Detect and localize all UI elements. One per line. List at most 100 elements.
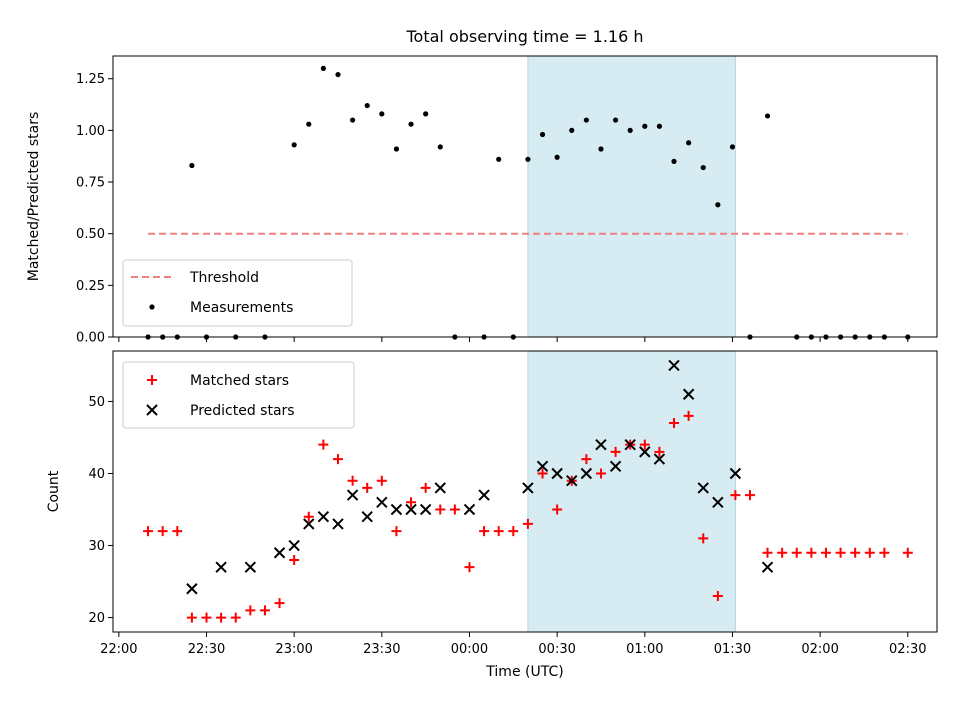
y-tick-label: 50: [88, 395, 105, 410]
measurement-point: [700, 164, 706, 171]
matched-stars-point: [791, 547, 802, 558]
x-tick-label: 02:00: [801, 642, 838, 657]
matched-stars-point: [362, 482, 373, 493]
plot-frame: [112, 350, 938, 633]
predicted-stars-point: [609, 460, 622, 472]
measurement-point: [554, 154, 560, 160]
y-tick-label: 20: [88, 611, 105, 626]
predicted-stars-point: [761, 561, 774, 573]
matched-stars-point: [820, 547, 831, 558]
predicted-stars-point: [653, 453, 666, 465]
y-tick-label: 40: [88, 467, 105, 482]
matched-stars-point: [216, 612, 227, 623]
x-axis-label: Time (UTC): [485, 664, 563, 680]
measurement-point: [393, 146, 400, 152]
predicted-stars-point: [317, 511, 330, 523]
matched-stars-point: [595, 468, 606, 479]
measurement-point: [525, 156, 531, 162]
measurement-point: [291, 142, 297, 148]
x-tick-label: 00:00: [451, 642, 488, 657]
matched-stars-point: [245, 605, 256, 616]
legend-box: [122, 361, 355, 429]
predicted-stars-point: [303, 518, 315, 530]
legend-matched-swatch: [147, 375, 157, 385]
matched-stars-point: [201, 612, 212, 623]
plot-frame: [112, 55, 938, 338]
y-axis-label: Matched/Predicted stars: [26, 112, 42, 282]
x-tick-label: 01:30: [714, 642, 751, 657]
matched-stars-point: [449, 504, 460, 515]
predicted-stars-point: [244, 561, 257, 573]
measurement-point: [189, 162, 195, 169]
matched-stars-point: [172, 526, 183, 537]
matched-stars-point: [479, 526, 490, 537]
matched-stars-point: [230, 612, 241, 623]
predicted-stars-point: [434, 482, 446, 494]
matched-stars-point: [730, 490, 741, 501]
measurement-point: [408, 121, 414, 127]
observing-window: [527, 55, 736, 338]
measurement-point: [539, 131, 546, 138]
measurement-point: [764, 113, 771, 119]
x-tick-label: 00:30: [538, 642, 575, 657]
measurement-point: [671, 158, 677, 164]
matched-stars-point: [464, 562, 475, 573]
bottom-panel: 20 30 40 50 22:00 22:30 23:00 23:30 00:00 00:30 01…: [46, 350, 938, 680]
x-tick-label: 02:30: [889, 642, 926, 657]
matched-stars-point: [406, 497, 417, 508]
predicted-stars-point: [273, 547, 286, 559]
matched-stars-point: [902, 547, 913, 558]
chart-title: Total observing time = 1.16 h: [405, 27, 643, 46]
x-tick-label: 22:00: [100, 642, 137, 657]
matched-stars-point: [420, 482, 431, 493]
top-panel: 0.00 0.25 0.50 0.75 1.00 1.25 Matched/Predicte…: [26, 27, 938, 346]
matched-stars-point: [391, 526, 402, 537]
predicted-stars-point: [215, 561, 227, 573]
measurement-point: [335, 71, 341, 78]
matched-stars-point: [683, 410, 694, 421]
predicted-stars-point: [697, 482, 709, 494]
predicted-stars-point: [390, 503, 403, 516]
matched-stars-point: [376, 475, 387, 486]
measurement-point: [350, 117, 356, 123]
measurement-point: [656, 123, 663, 129]
matched-stars-point: [698, 533, 709, 544]
matched-stars-point: [879, 547, 890, 558]
predicted-stars-point: [595, 438, 607, 451]
matched-stars-point: [289, 554, 300, 565]
matched-stars-point: [864, 547, 875, 558]
matched-stars-point: [157, 526, 168, 537]
predicted-stars-point: [332, 518, 344, 530]
matched-stars-point: [669, 418, 680, 429]
matched-stars-point: [493, 526, 504, 537]
y-tick-label: 1.00: [76, 124, 105, 139]
matched-stars-point: [332, 454, 343, 465]
x-tick-label: 23:00: [275, 642, 312, 657]
matched-stars-point: [552, 504, 563, 515]
matched-stars-point: [522, 518, 533, 529]
predicted-stars-point: [361, 511, 373, 523]
matched-stars-point: [639, 439, 650, 450]
matched-stars-point: [259, 605, 270, 616]
matched-stars-point: [143, 526, 154, 537]
matched-stars-point: [303, 511, 314, 522]
measurement-point: [364, 102, 370, 109]
measurement-point: [627, 127, 633, 133]
matched-stars-point: [318, 439, 329, 450]
matched-stars-point: [610, 446, 621, 457]
y-tick-label: 0.50: [76, 227, 105, 242]
legend-measurements-swatch: [149, 304, 155, 310]
legend-predicted-swatch: [146, 404, 158, 416]
predicted-stars-point: [405, 503, 417, 516]
matched-stars-point: [744, 490, 755, 501]
legend-box: [122, 259, 353, 327]
matched-stars-point: [435, 504, 446, 515]
measurement-point: [379, 111, 385, 117]
matched-stars-point: [508, 526, 519, 537]
predicted-stars-point: [712, 496, 724, 509]
predicted-stars-point: [580, 467, 593, 480]
measurement-point: [496, 156, 502, 162]
predicted-stars-point: [463, 503, 476, 516]
matched-stars-point: [806, 547, 817, 558]
